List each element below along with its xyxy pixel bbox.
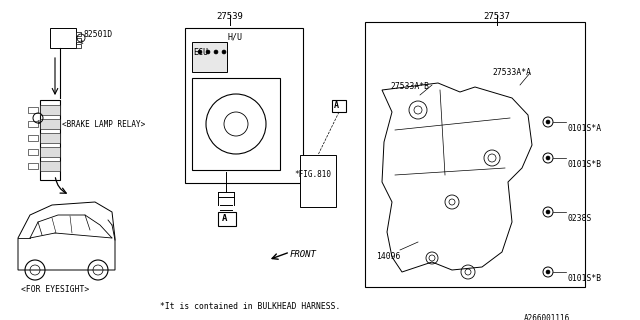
Bar	[28, 135, 38, 141]
Bar	[76, 32, 81, 36]
Bar	[28, 107, 38, 113]
Bar	[40, 133, 60, 143]
Bar	[40, 147, 60, 157]
Text: 14096: 14096	[376, 252, 401, 261]
Bar	[50, 28, 76, 48]
Text: 0238S: 0238S	[568, 214, 593, 223]
Circle shape	[546, 120, 550, 124]
Bar	[40, 119, 60, 129]
Text: <FOR EYESIGHT>: <FOR EYESIGHT>	[21, 285, 89, 294]
Text: 0101S*B: 0101S*B	[568, 274, 602, 283]
Bar	[28, 149, 38, 155]
Text: 27533A*B: 27533A*B	[390, 82, 429, 91]
Bar	[192, 78, 280, 170]
Text: ECU: ECU	[193, 48, 208, 57]
Text: A: A	[222, 214, 227, 223]
Text: FRONT: FRONT	[290, 250, 317, 259]
Text: 27537: 27537	[484, 12, 511, 21]
Text: 0101S*B: 0101S*B	[568, 160, 602, 169]
Text: *It is contained in BULKHEAD HARNESS.: *It is contained in BULKHEAD HARNESS.	[160, 302, 340, 311]
Bar	[218, 212, 236, 226]
Circle shape	[206, 50, 210, 54]
Bar	[28, 163, 38, 169]
Text: *FIG.810: *FIG.810	[294, 170, 331, 179]
Text: <BRAKE LAMP RELAY>: <BRAKE LAMP RELAY>	[62, 120, 145, 129]
Bar	[76, 38, 81, 42]
Bar	[28, 121, 38, 127]
Circle shape	[546, 210, 550, 214]
Text: H/U: H/U	[228, 32, 243, 41]
Circle shape	[198, 50, 202, 54]
Text: 27539: 27539	[216, 12, 243, 21]
Circle shape	[546, 156, 550, 160]
Circle shape	[222, 50, 226, 54]
Text: 82501D: 82501D	[83, 30, 112, 39]
Bar	[40, 161, 60, 171]
Text: A266001116: A266001116	[524, 314, 570, 320]
Circle shape	[214, 50, 218, 54]
Bar	[365, 22, 585, 287]
Bar	[192, 42, 227, 72]
Text: 27533A*A: 27533A*A	[492, 68, 531, 77]
Text: 1: 1	[79, 40, 83, 45]
Text: A: A	[334, 101, 339, 110]
Text: 1: 1	[36, 120, 40, 125]
Circle shape	[546, 270, 550, 274]
Bar	[185, 28, 303, 183]
Bar	[300, 155, 336, 207]
Text: 0101S*A: 0101S*A	[568, 124, 602, 133]
Bar	[76, 44, 81, 48]
Bar	[40, 105, 60, 115]
Bar	[332, 100, 346, 112]
Bar	[40, 100, 60, 180]
